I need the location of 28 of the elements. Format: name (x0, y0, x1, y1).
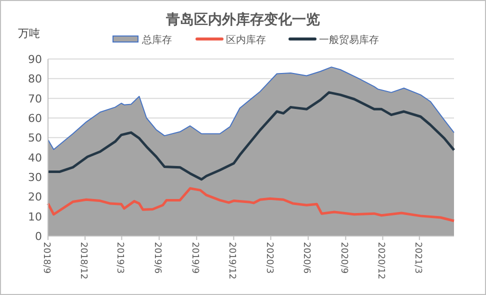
y-axis-title: 万吨 (18, 27, 40, 40)
y-tick-label: 80 (28, 72, 42, 86)
x-tick-label: 2021/3 (412, 242, 422, 274)
y-tick-label: 40 (28, 151, 42, 164)
x-tick-label: 2019/9 (190, 242, 200, 274)
x-tick-label: 2018/12 (78, 242, 88, 280)
x-tick-label: 2019/6 (152, 242, 162, 274)
y-tick-label: 10 (28, 210, 42, 224)
y-tick-label: 30 (28, 171, 42, 184)
line-series (46, 187, 456, 222)
legend-label: 区内库存 (226, 34, 266, 46)
y-tick-label: 60 (28, 112, 42, 125)
x-tick-label: 2018/9 (41, 242, 51, 274)
y-tick-label: 0 (35, 230, 42, 243)
y-tick-label: 20 (28, 190, 42, 204)
y-tick-label: 70 (28, 92, 42, 106)
x-tick-label: 2020/12 (376, 242, 386, 280)
x-tick-label: 2020/9 (338, 242, 349, 274)
legend-label: 一般贸易库存 (319, 34, 379, 46)
x-tick-label: 2020/3 (264, 242, 274, 274)
line-series (46, 91, 456, 181)
x-tick-label: 2020/6 (301, 242, 312, 274)
legend-label: 总库存 (141, 34, 172, 46)
x-tick-label: 2019/12 (226, 242, 237, 280)
chart-title: 青岛区内外库存变化一览 (165, 11, 320, 28)
y-tick-label: 50 (28, 132, 42, 145)
x-tick-label: 2019/3 (114, 242, 125, 274)
y-tick-label: 90 (28, 53, 42, 66)
